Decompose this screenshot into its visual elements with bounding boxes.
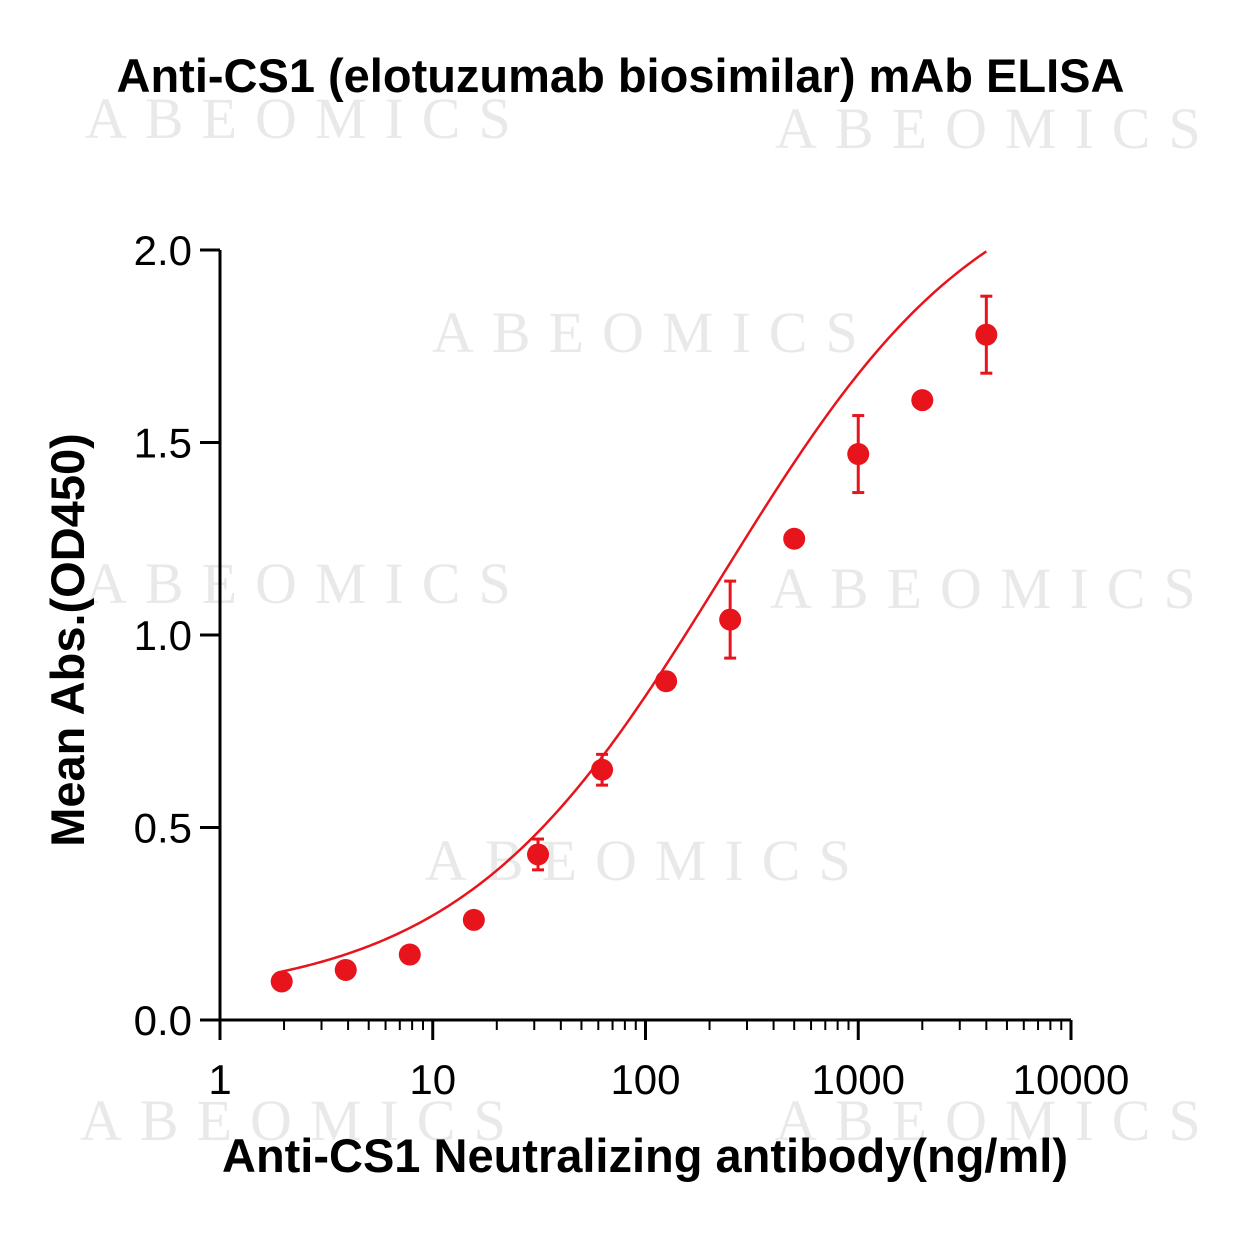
data-point: [655, 670, 678, 693]
watermark: ABEOMICS: [425, 828, 869, 893]
watermark: ABEOMICS: [770, 556, 1214, 621]
data-point: [783, 527, 806, 550]
data-point: [719, 608, 742, 631]
y-tick-label: 1.0: [134, 612, 192, 659]
y-tick-label: 1.5: [134, 420, 192, 467]
data-point: [847, 443, 870, 466]
fit-curve: [281, 250, 988, 973]
fit-curve-layer: [281, 250, 988, 973]
axes: 0.0 0.5 1.0 1.5 2.0 1 10 100 1000 10000: [134, 227, 1130, 1103]
watermark: ABEOMICS: [80, 1088, 524, 1153]
data-point: [334, 958, 357, 981]
data-point: [270, 970, 293, 993]
data-point: [975, 323, 998, 346]
chart-title: Anti-CS1 (elotuzumab biosimilar) mAb ELI…: [116, 49, 1125, 102]
watermark: ABEOMICS: [85, 86, 529, 151]
y-tick-label: 0.5: [134, 805, 192, 852]
data-point: [911, 389, 934, 412]
x-tick-label: 100: [610, 1056, 680, 1103]
y-tick-label: 2.0: [134, 227, 192, 274]
x-tick-label: 10000: [1013, 1056, 1130, 1103]
data-point: [462, 908, 485, 931]
x-tick-label: 1: [208, 1056, 231, 1103]
watermark: ABEOMICS: [775, 1088, 1219, 1153]
x-axis-title: Anti-CS1 Neutralizing antibody(ng/ml): [222, 1129, 1068, 1182]
x-tick-label: 10: [409, 1056, 456, 1103]
data-point: [527, 843, 550, 866]
data-point: [398, 943, 421, 966]
y-axis-title: Mean Abs.(OD450): [41, 433, 94, 847]
x-tick-label: 1000: [812, 1056, 905, 1103]
data-points-layer: [270, 294, 998, 993]
y-tick-label: 0.0: [134, 997, 192, 1044]
data-point: [591, 758, 614, 781]
watermark: ABEOMICS: [775, 96, 1219, 161]
watermark: ABEOMICS: [85, 551, 529, 616]
watermark-layer: ABEOMICS ABEOMICS ABEOMICS ABEOMICS ABEO…: [80, 86, 1219, 1153]
watermark: ABEOMICS: [432, 300, 876, 365]
